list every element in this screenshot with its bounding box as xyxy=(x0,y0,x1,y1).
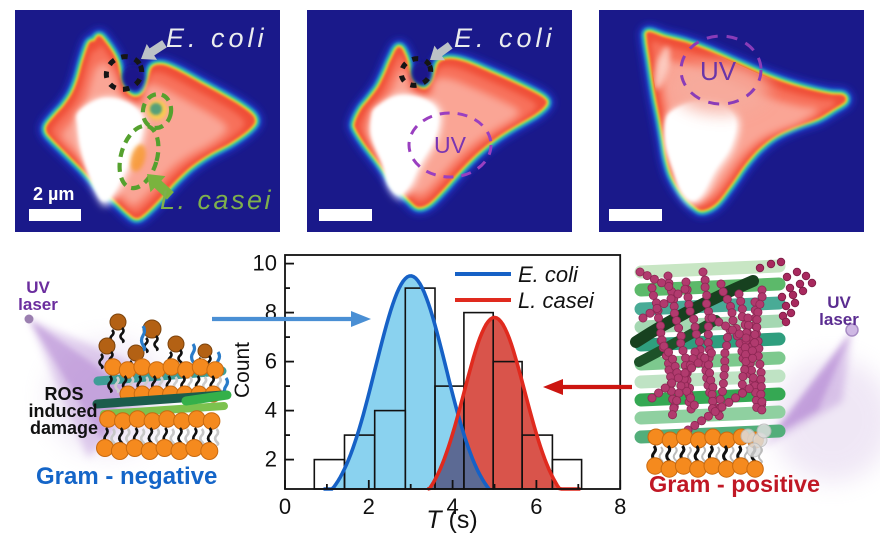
svg-text:E. coli: E. coli xyxy=(518,262,579,287)
svg-text:8: 8 xyxy=(614,494,626,519)
svg-text:4: 4 xyxy=(265,398,277,423)
svg-text:2: 2 xyxy=(265,447,277,472)
svg-text:4: 4 xyxy=(446,494,458,519)
svg-text:Count: Count xyxy=(231,342,254,398)
svg-text:Gram - positive: Gram - positive xyxy=(649,471,820,497)
svg-text:induced: induced xyxy=(28,401,97,421)
svg-text:UV: UV xyxy=(700,56,737,86)
svg-text:L. casei: L. casei xyxy=(518,288,595,313)
svg-text:6: 6 xyxy=(265,349,277,374)
svg-text:2: 2 xyxy=(363,494,375,519)
svg-text:UV: UV xyxy=(26,278,50,297)
svg-text:E. coli: E. coli xyxy=(166,23,268,53)
svg-text:10: 10 xyxy=(253,251,277,276)
svg-text:UV: UV xyxy=(827,293,851,312)
svg-text:L. casei: L. casei xyxy=(160,185,273,215)
svg-text:damage: damage xyxy=(30,418,98,438)
svg-text:0: 0 xyxy=(279,494,291,519)
svg-text:6: 6 xyxy=(530,494,542,519)
svg-text:2 µm: 2 µm xyxy=(33,184,74,204)
svg-text:ROS: ROS xyxy=(44,384,83,404)
svg-text:T (s): T (s) xyxy=(426,506,477,533)
svg-text:UV: UV xyxy=(434,132,467,158)
svg-text:E. coli: E. coli xyxy=(454,23,556,53)
svg-text:laser: laser xyxy=(18,295,58,314)
svg-text:laser: laser xyxy=(819,310,859,329)
svg-text:Gram - negative: Gram - negative xyxy=(36,463,217,490)
